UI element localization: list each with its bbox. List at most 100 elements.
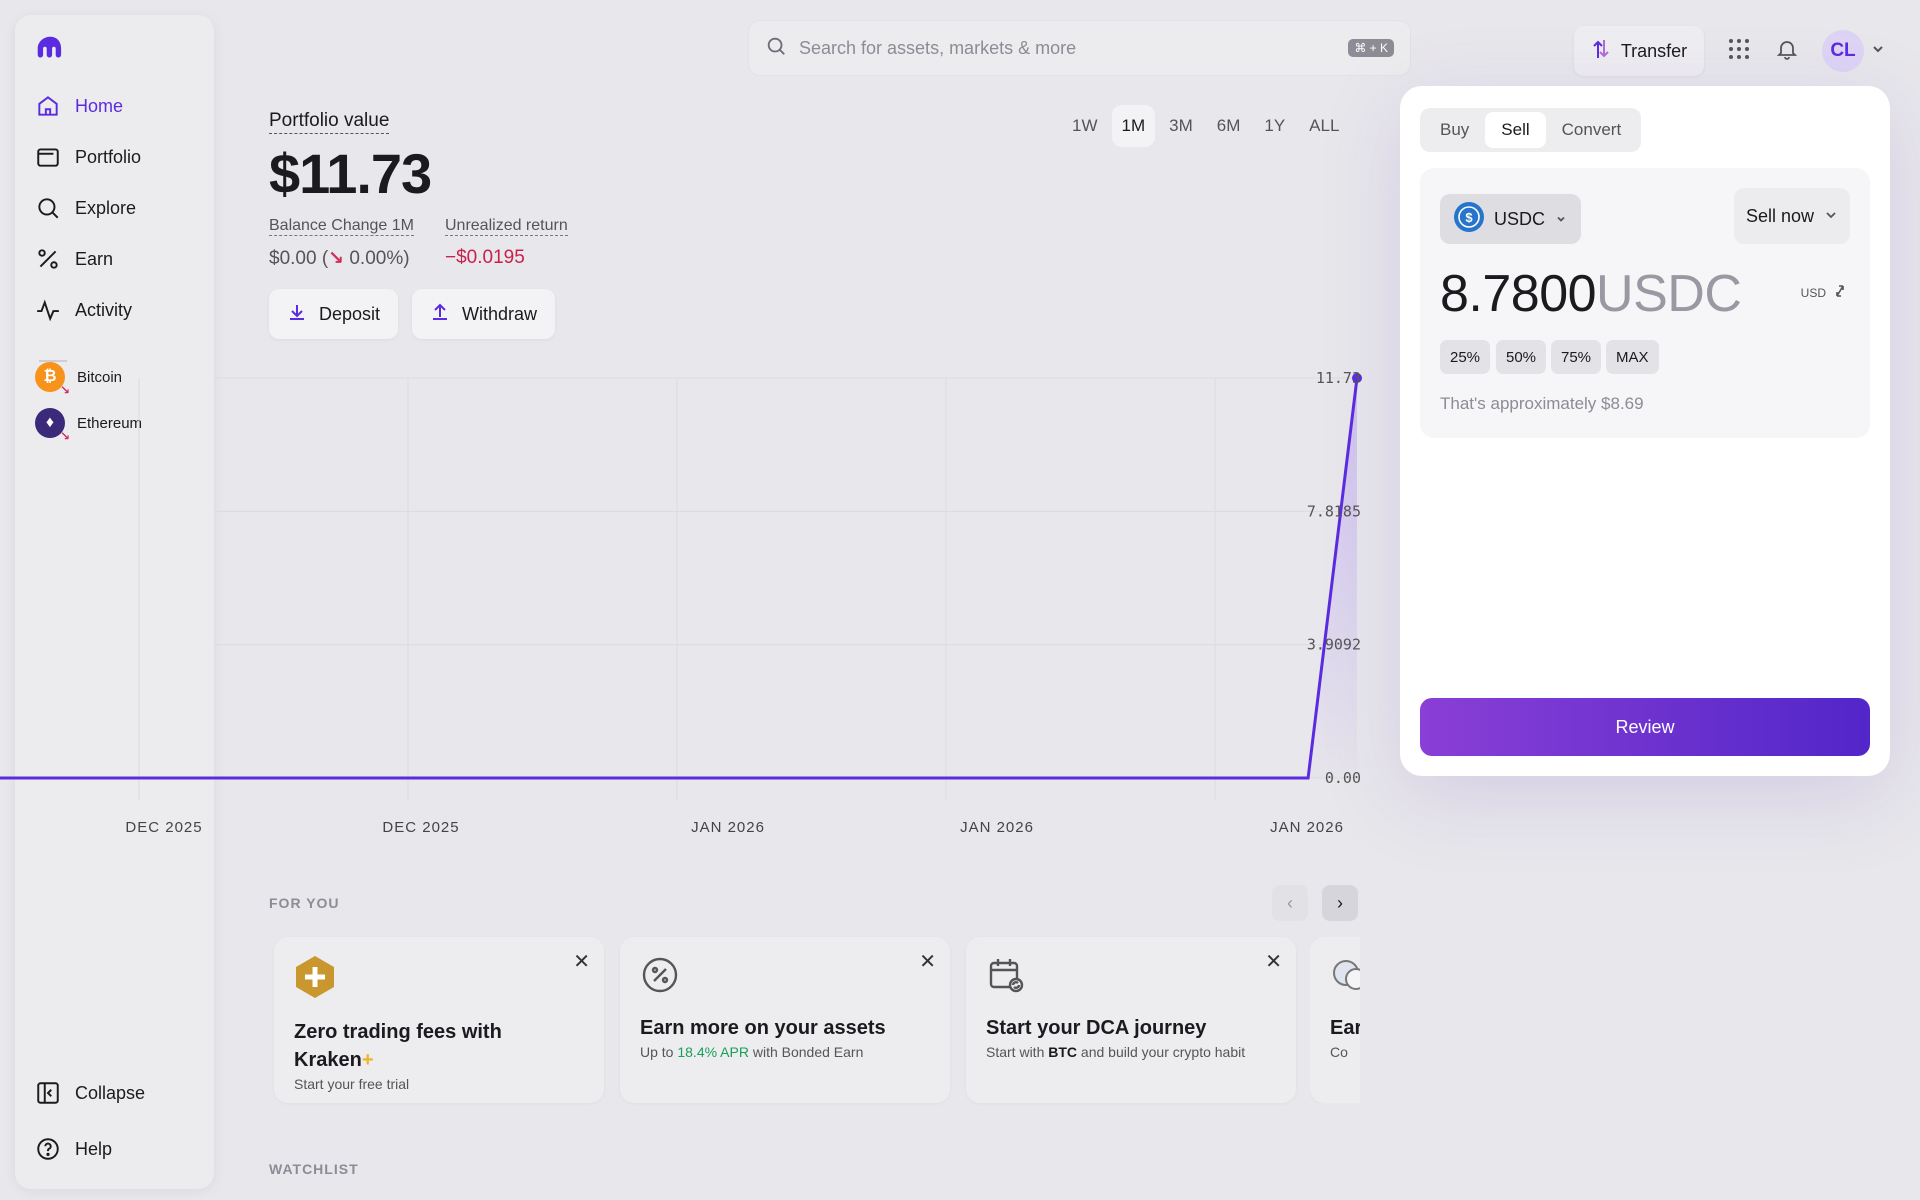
chevron-down-icon[interactable] xyxy=(1863,34,1893,64)
currency-switch[interactable]: USD xyxy=(1801,283,1848,302)
chart-area xyxy=(0,378,1357,778)
range-tab-1w[interactable]: 1W xyxy=(1072,116,1098,135)
sidebar-item-earn[interactable]: Earn xyxy=(35,239,113,279)
unrealized-return-label[interactable]: Unrealized return xyxy=(445,217,568,236)
card-subtitle-pre: Start with xyxy=(986,1044,1049,1060)
pct-75-button[interactable]: 75% xyxy=(1551,340,1602,374)
for-you-heading: FOR YOU xyxy=(269,895,340,911)
sidebar-item-portfolio[interactable]: Portfolio xyxy=(35,137,141,177)
sidebar-item-label: Portfolio xyxy=(75,146,142,167)
ethereum-icon: ♦ ↘ xyxy=(35,408,70,443)
range-tab-3m[interactable]: 3M xyxy=(1169,116,1193,135)
download-icon xyxy=(287,302,307,327)
card-subtitle: Co xyxy=(1330,1044,1348,1060)
card-subtitle-post: with Bonded Earn xyxy=(748,1044,864,1060)
sidebar-divider xyxy=(39,360,67,362)
amount-unit: USDC xyxy=(1596,265,1742,323)
search-icon xyxy=(35,195,61,221)
btc-highlight: BTC xyxy=(1048,1044,1078,1060)
sidebar-item-label: Activity xyxy=(75,299,133,320)
tab-buy[interactable]: Buy xyxy=(1440,120,1470,139)
chart-x-tick: JAN 2026 xyxy=(691,819,765,836)
promo-card-kraken-plus[interactable]: ✕ Zero trading fees with Kraken+ Start y… xyxy=(274,937,604,1103)
card-title: Ear xyxy=(1330,1017,1360,1039)
help-icon xyxy=(35,1136,61,1162)
transfer-button[interactable]: Transfer xyxy=(1574,26,1704,76)
range-tab-1m[interactable]: 1M xyxy=(1111,105,1156,147)
sidebar-asset-bitcoin[interactable]: ₿ ↘ Bitcoin xyxy=(35,362,122,397)
pct-50-button[interactable]: 50% xyxy=(1496,340,1547,374)
balance-change-label[interactable]: Balance Change 1M xyxy=(269,217,414,236)
chevron-down-icon xyxy=(1824,206,1838,227)
deposit-label: Deposit xyxy=(319,303,381,324)
close-icon[interactable]: ✕ xyxy=(573,951,590,973)
sidebar-item-label: Home xyxy=(75,95,124,116)
sidebar-item-activity[interactable]: Activity xyxy=(35,290,132,330)
apps-grid-icon[interactable] xyxy=(1724,34,1754,64)
card-subtitle-pre: Up to xyxy=(640,1044,678,1060)
close-icon[interactable]: ✕ xyxy=(1265,951,1282,973)
shortcut-badge: ⌘ + K xyxy=(1348,39,1394,57)
time-range-tabs: 1W 1M 3M 6M 1Y ALL xyxy=(1062,105,1349,147)
pct-max-button[interactable]: MAX xyxy=(1606,340,1659,374)
search-input[interactable]: Search for assets, markets & more xyxy=(799,37,1077,58)
sidebar-item-home[interactable]: Home xyxy=(35,86,123,126)
chart-y-tick: 3.9092 xyxy=(1307,636,1361,654)
balance-change-value: $0.00 (↘ 0.00%) xyxy=(269,247,410,270)
balance-change-pct: 0.00%) xyxy=(349,248,410,269)
promo-card-clip: Ear Co xyxy=(1310,937,1360,1103)
kraken-logo-icon[interactable] xyxy=(35,35,67,66)
amount-input[interactable]: 8.7800USDC xyxy=(1440,264,1742,324)
amount-value: 8.7800 xyxy=(1440,265,1597,323)
sidebar-item-explore[interactable]: Explore xyxy=(35,188,136,228)
card-subtitle-post: and build your crypto habit xyxy=(1077,1044,1246,1060)
asset-selector[interactable]: $ USDC xyxy=(1440,194,1582,244)
card-title-text: Zero trading fees with Kraken xyxy=(294,1021,502,1071)
promo-card-dca[interactable]: ✕ Start your DCA journey Start with BTC … xyxy=(966,937,1296,1103)
card-title: Earn more on your assets xyxy=(640,1017,886,1039)
order-type-select[interactable]: Sell now xyxy=(1733,188,1850,244)
promo-card-earn[interactable]: ✕ Earn more on your assets Up to 18.4% A… xyxy=(620,937,950,1103)
chart-y-tick: 11.73 xyxy=(1316,369,1361,387)
asset-label: Ethereum xyxy=(77,414,143,432)
withdraw-button[interactable]: Withdraw xyxy=(412,289,556,339)
card-subtitle: Up to 18.4% APR with Bonded Earn xyxy=(640,1042,930,1062)
home-icon xyxy=(35,93,61,119)
card-subtitle: Start your free trial xyxy=(294,1076,410,1092)
search-bar[interactable]: Search for assets, markets & more ⌘ + K xyxy=(748,20,1411,76)
carousel-prev-button[interactable]: ‹ xyxy=(1272,885,1308,921)
avatar[interactable]: CL xyxy=(1822,30,1864,72)
percent-icon xyxy=(35,246,61,272)
portfolio-value-label[interactable]: Portfolio value xyxy=(269,109,390,134)
deposit-button[interactable]: Deposit xyxy=(269,289,399,339)
chart-end-point[interactable] xyxy=(1352,373,1362,383)
close-icon[interactable]: ✕ xyxy=(919,951,936,973)
asset-selector-label: USDC xyxy=(1494,208,1546,229)
promo-card-partial[interactable]: Ear Co xyxy=(1310,937,1360,1103)
tab-sell[interactable]: Sell xyxy=(1485,112,1546,148)
sidebar-item-label: Explore xyxy=(75,197,137,218)
portfolio-chart[interactable]: 0.00 3.9092 7.8185 11.73 DEC 2025 DEC 2025 JA… xyxy=(0,360,1380,840)
chart-x-tick: JAN 2026 xyxy=(1270,819,1344,836)
range-tab-all[interactable]: ALL xyxy=(1309,116,1340,135)
help-label: Help xyxy=(75,1138,113,1159)
svg-text:$: $ xyxy=(1465,210,1473,225)
search-icon xyxy=(765,35,787,62)
collapse-button[interactable]: Collapse xyxy=(35,1073,145,1113)
range-tab-6m[interactable]: 6M xyxy=(1216,116,1241,135)
portfolio-value: $11.73 xyxy=(269,142,432,205)
collapse-label: Collapse xyxy=(75,1082,146,1103)
watchlist-heading: WATCHLIST xyxy=(269,1161,359,1177)
range-tab-1y[interactable]: 1Y xyxy=(1264,116,1286,135)
pct-25-button[interactable]: 25% xyxy=(1440,340,1491,374)
chart-y-tick: 7.8185 xyxy=(1307,502,1361,520)
carousel-next-button[interactable]: › xyxy=(1322,885,1358,921)
usdc-icon: $ xyxy=(1454,201,1484,237)
review-button[interactable]: Review xyxy=(1420,698,1870,756)
tab-convert[interactable]: Convert xyxy=(1561,120,1622,139)
order-type-label: Sell now xyxy=(1745,205,1814,226)
bell-icon[interactable] xyxy=(1772,34,1802,64)
help-button[interactable]: Help xyxy=(35,1129,112,1169)
chevron-down-icon xyxy=(1555,209,1567,230)
sidebar-asset-ethereum[interactable]: ♦ ↘ Ethereum xyxy=(35,408,143,443)
